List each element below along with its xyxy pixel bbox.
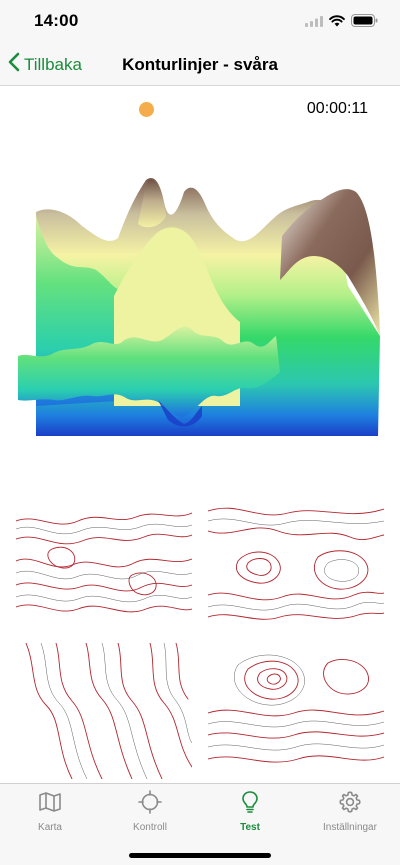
- tab-installningar[interactable]: Inställningar: [300, 790, 400, 834]
- tab-label: Test: [240, 822, 260, 833]
- home-indicator[interactable]: [129, 853, 271, 858]
- contour-map-option-3[interactable]: [16, 643, 192, 779]
- tab-label: Kontroll: [133, 822, 167, 833]
- navigation-bar: Tillbaka Konturlinjer - svåra: [0, 44, 400, 86]
- test-content: 00:00:11: [0, 86, 400, 783]
- lightbulb-icon: [238, 790, 262, 819]
- status-time: 14:00: [34, 11, 79, 30]
- status-icons: [305, 14, 378, 32]
- tab-kontroll[interactable]: Kontroll: [100, 790, 200, 834]
- status-bar: 14:00: [0, 0, 400, 44]
- crosshair-icon: [138, 790, 162, 819]
- tab-label: Inställningar: [323, 822, 377, 833]
- back-button[interactable]: Tillbaka: [8, 52, 82, 77]
- contour-map-options: [16, 491, 384, 779]
- tab-label: Karta: [38, 822, 62, 833]
- tab-test[interactable]: Test: [200, 790, 300, 834]
- signal-icon: [305, 14, 323, 32]
- terrain-graphic: [18, 178, 380, 437]
- test-timer: 00:00:11: [306, 100, 368, 117]
- tab-bar: Karta Kontroll Test Inställningar: [0, 783, 400, 865]
- back-button-label: Tillbaka: [24, 54, 82, 74]
- gear-icon: [338, 790, 362, 819]
- contour-map-option-4[interactable]: [208, 643, 384, 779]
- tab-karta[interactable]: Karta: [0, 790, 100, 834]
- terrain-3d-view[interactable]: [18, 176, 382, 437]
- chevron-left-icon: [8, 52, 20, 77]
- battery-icon: [351, 14, 378, 32]
- status-indicator-dot: [139, 102, 154, 117]
- wifi-icon: [329, 14, 345, 32]
- map-icon: [38, 790, 62, 819]
- contour-map-option-1[interactable]: [16, 491, 192, 627]
- page-title: Konturlinjer - svåra: [122, 55, 278, 74]
- contour-map-option-2[interactable]: [208, 491, 384, 627]
